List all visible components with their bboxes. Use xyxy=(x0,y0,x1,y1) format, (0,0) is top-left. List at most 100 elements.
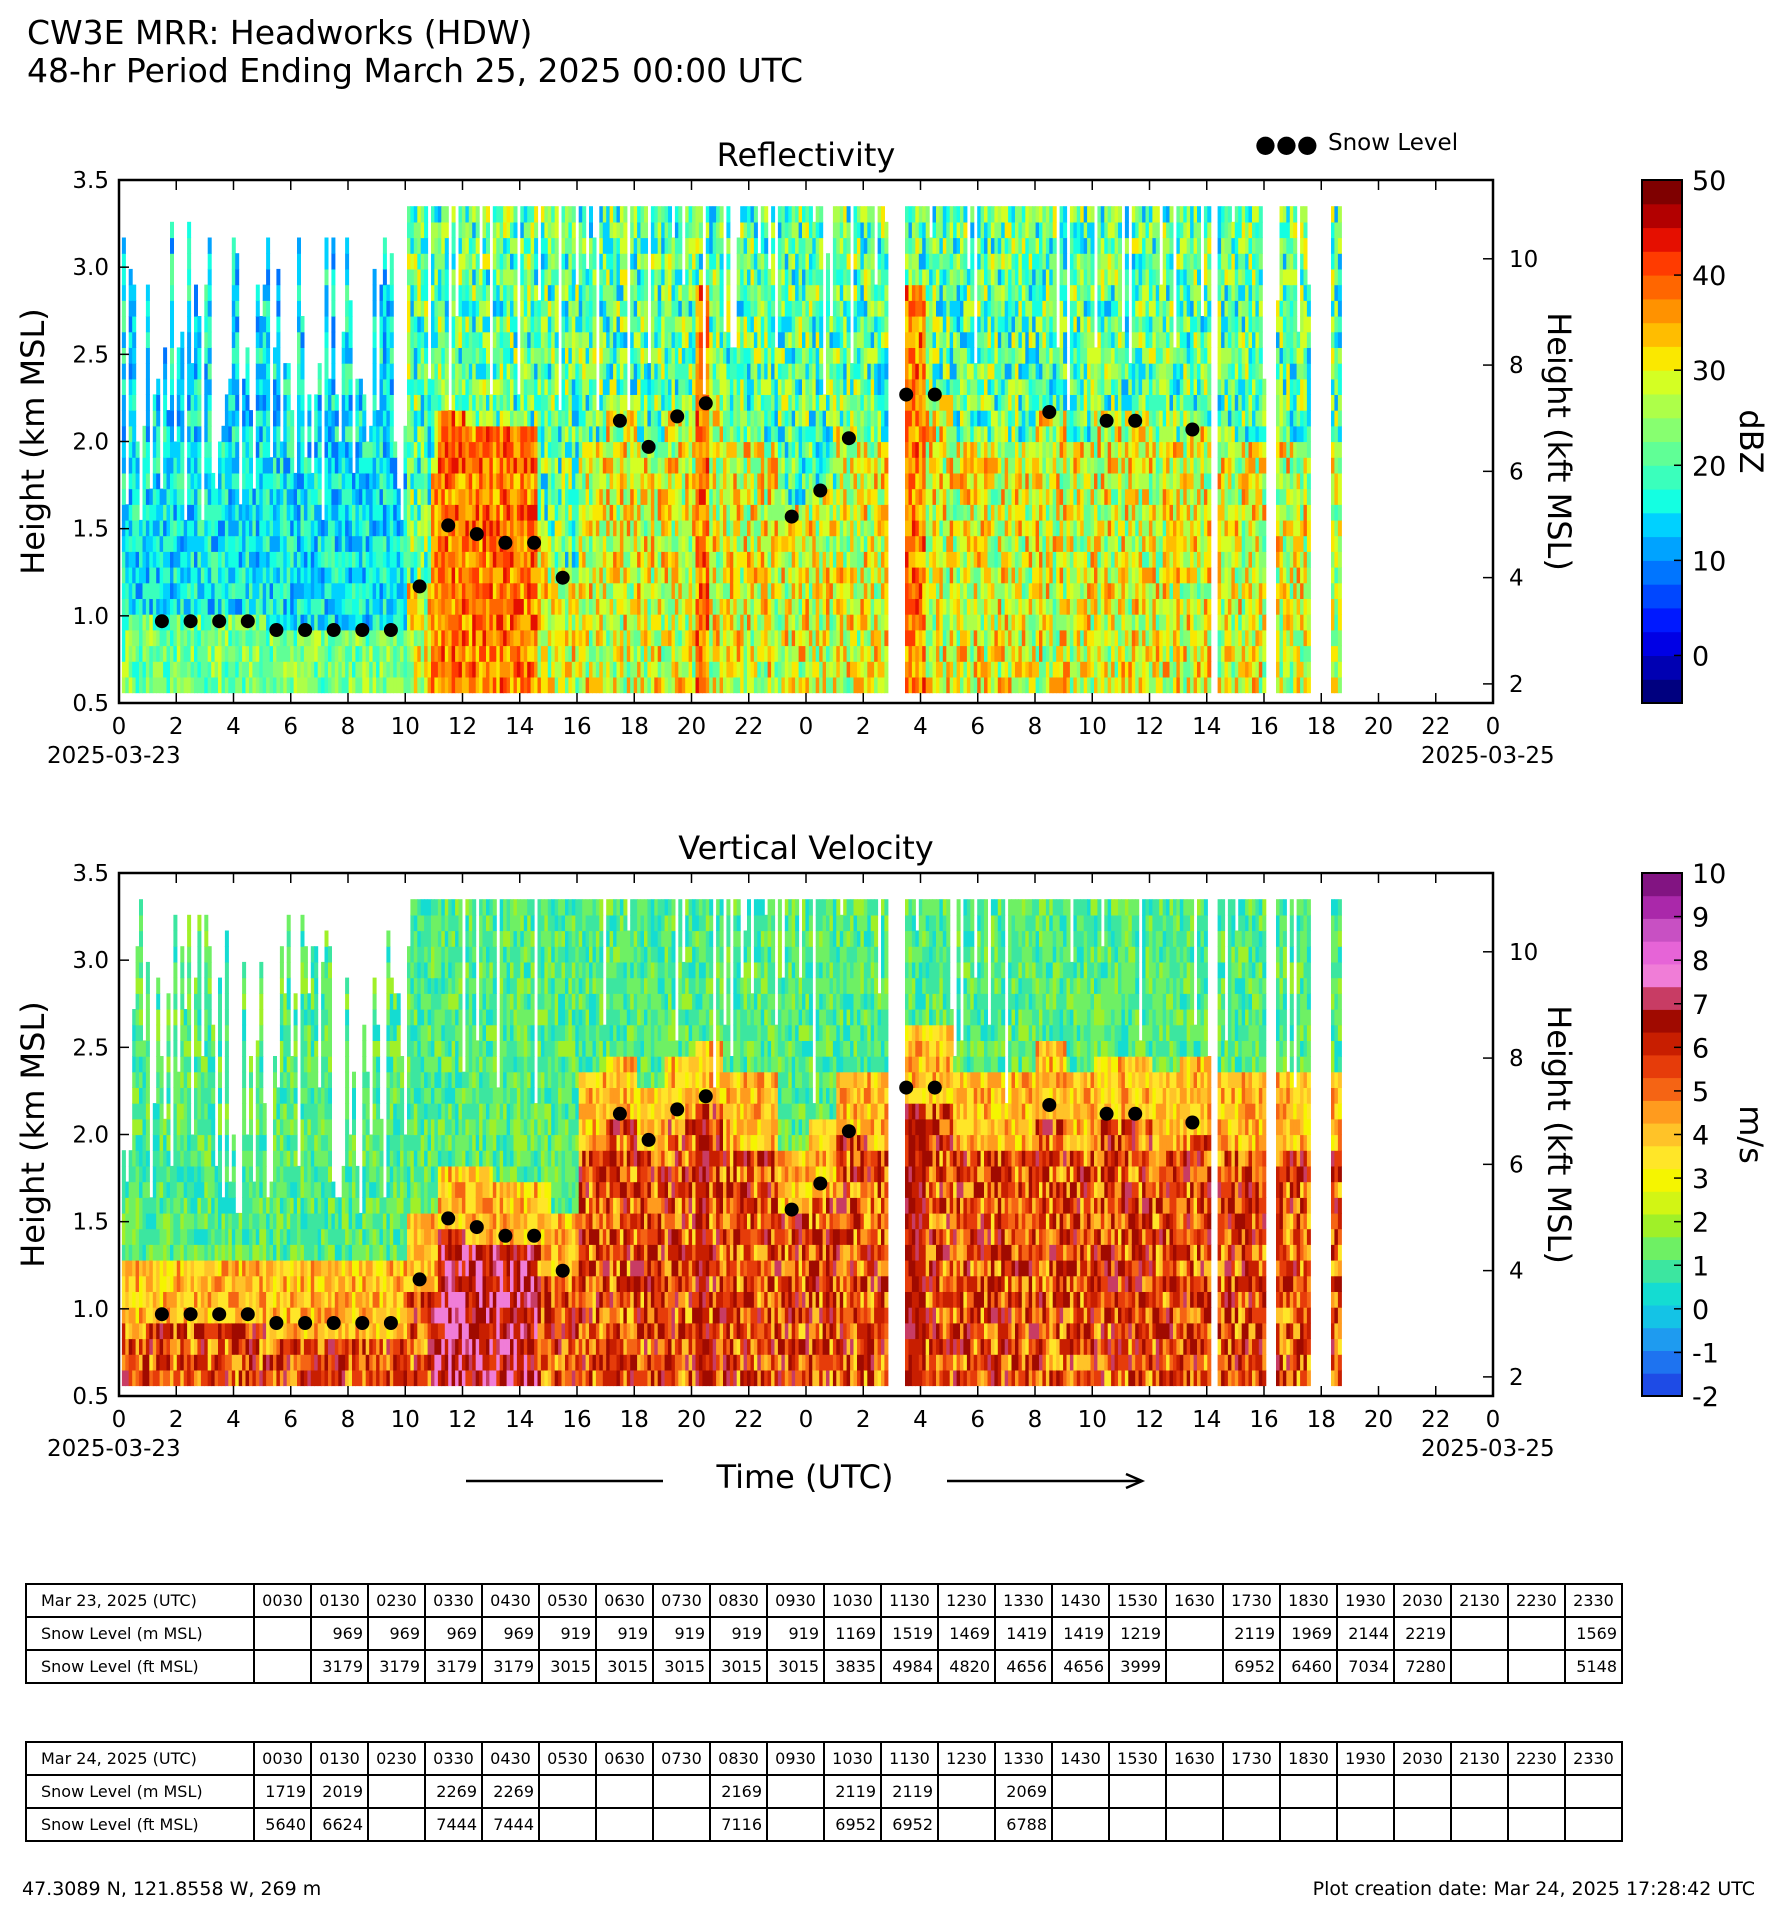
y-tick-label: 2.0 xyxy=(72,430,109,456)
value-cell: 3179 xyxy=(367,1649,426,1684)
time-cell: 0530 xyxy=(538,1583,597,1618)
colorbar-swatch xyxy=(1642,1305,1682,1329)
y-axis-right-label: Height (kft MSL) xyxy=(1540,1005,1578,1264)
snow-level-point xyxy=(612,413,627,428)
y-tick-label: 3.5 xyxy=(72,861,109,887)
time-cell: 2330 xyxy=(1564,1583,1623,1618)
value-cell: 4656 xyxy=(1051,1649,1110,1684)
x-tick-label: 14 xyxy=(1192,714,1221,740)
colorbar-swatch xyxy=(1642,322,1682,347)
value-cell: 1719 xyxy=(253,1774,312,1809)
colorbar-tick-label: 20 xyxy=(1692,451,1726,482)
colorbar-label: m/s xyxy=(1732,1105,1770,1164)
x-tick-label: 4 xyxy=(226,714,241,740)
time-cell: 1130 xyxy=(880,1741,939,1776)
x-axis-label: Time (UTC) xyxy=(716,1458,894,1496)
x-tick-label: 20 xyxy=(1364,714,1393,740)
time-cell: 2130 xyxy=(1450,1741,1509,1776)
x-tick-label: 22 xyxy=(734,1407,763,1433)
value-cell xyxy=(1507,1807,1566,1842)
x-tick-label: 20 xyxy=(1364,1407,1393,1433)
snow-level-point xyxy=(841,1124,856,1139)
value-cell: 3015 xyxy=(709,1649,768,1684)
value-cell xyxy=(367,1774,426,1809)
value-cell xyxy=(766,1807,825,1842)
value-cell: 919 xyxy=(538,1616,597,1651)
colorbar-swatch xyxy=(1642,631,1682,656)
snow-level-series xyxy=(154,387,1200,637)
row-label: Mar 24, 2025 (UTC) xyxy=(25,1741,255,1776)
colorbar-swatch xyxy=(1642,203,1682,229)
value-cell: 1969 xyxy=(1279,1616,1338,1651)
value-cell xyxy=(253,1649,312,1684)
y-right-tick-label: 2 xyxy=(1509,1365,1524,1391)
colorbar-swatch xyxy=(1642,1350,1682,1374)
snow-level-point xyxy=(298,623,313,637)
colorbar-swatch xyxy=(1642,1123,1682,1147)
value-cell xyxy=(1336,1807,1395,1842)
value-cell: 1219 xyxy=(1108,1616,1167,1651)
x-tick-label: 6 xyxy=(283,714,298,740)
y-tick-label: 2.5 xyxy=(72,1035,109,1061)
time-cell: 1830 xyxy=(1279,1583,1338,1618)
time-cell: 1130 xyxy=(880,1583,939,1618)
value-cell: 4820 xyxy=(937,1649,996,1684)
colorbar-swatch xyxy=(1642,275,1682,300)
x-tick-label: 20 xyxy=(677,714,706,740)
snow-level-point xyxy=(899,1080,914,1095)
x-tick-label: 8 xyxy=(1028,1407,1043,1433)
colorbar-tick-label: 40 xyxy=(1692,261,1726,292)
value-cell: 1419 xyxy=(994,1616,1053,1651)
value-cell xyxy=(1393,1807,1452,1842)
snow-level-point xyxy=(784,1202,799,1217)
snow-level-point xyxy=(527,1228,542,1243)
value-cell xyxy=(1165,1649,1224,1684)
time-cell: 0830 xyxy=(709,1583,768,1618)
row-label: Snow Level (ft MSL) xyxy=(25,1649,255,1684)
x-tick-label: 14 xyxy=(505,714,534,740)
x-tick-label: 0 xyxy=(799,1407,814,1433)
value-cell: 5640 xyxy=(253,1807,312,1842)
value-cell: 7034 xyxy=(1336,1649,1395,1684)
time-cell: 1430 xyxy=(1051,1741,1110,1776)
colorbar-tick-label: 10 xyxy=(1692,546,1726,577)
time-cell: 0630 xyxy=(595,1741,654,1776)
value-cell xyxy=(937,1807,996,1842)
x-tick-label: 14 xyxy=(505,1407,534,1433)
colorbar-swatch xyxy=(1642,1259,1682,1283)
colorbar-swatch xyxy=(1642,873,1682,897)
value-cell: 3179 xyxy=(481,1649,540,1684)
snow-level-point xyxy=(441,1211,456,1226)
colorbar-tick-label: 9 xyxy=(1692,903,1709,934)
snow-level-point xyxy=(641,439,656,454)
x-tick-label: 6 xyxy=(970,714,985,740)
panel-title: Vertical Velocity xyxy=(678,829,933,867)
value-cell: 7444 xyxy=(481,1807,540,1842)
y-tick-label: 1.5 xyxy=(72,1210,109,1236)
snow-level-point xyxy=(899,387,914,402)
dbz-colorbar: 0 10 20 30 40 50 dBZ xyxy=(1641,166,1770,704)
colorbar-swatch xyxy=(1642,489,1682,514)
value-cell xyxy=(652,1807,711,1842)
value-cell xyxy=(595,1807,654,1842)
x-tick-label: 4 xyxy=(226,1407,241,1433)
x-tick-label: 12 xyxy=(448,1407,477,1433)
x-tick-label: 6 xyxy=(283,1407,298,1433)
colorbar-swatch xyxy=(1642,298,1682,324)
snow-level-point xyxy=(1042,405,1057,419)
snow-level-legend: ●●● Snow Level xyxy=(1255,130,1458,158)
value-cell: 2119 xyxy=(823,1774,882,1809)
x-tick-label: 2 xyxy=(856,714,871,740)
colorbar-swatch xyxy=(1642,655,1682,680)
time-cell: 1730 xyxy=(1222,1741,1281,1776)
colorbar-swatch xyxy=(1642,1077,1682,1101)
colorbar-swatch xyxy=(1642,1009,1682,1033)
vertical-velocity-panel: Vertical Velocity 0.5 1.0 1.5 2.0 2.5 3.0 3.5 2 4… xyxy=(14,829,1770,1462)
x-tick-label: 0 xyxy=(1486,1407,1501,1433)
value-cell: 1519 xyxy=(880,1616,939,1651)
panel-title: Reflectivity xyxy=(717,136,896,174)
snow-level-point xyxy=(212,614,227,629)
x-tick-label: 0 xyxy=(799,714,814,740)
value-cell: 969 xyxy=(481,1616,540,1651)
value-cell xyxy=(538,1807,597,1842)
